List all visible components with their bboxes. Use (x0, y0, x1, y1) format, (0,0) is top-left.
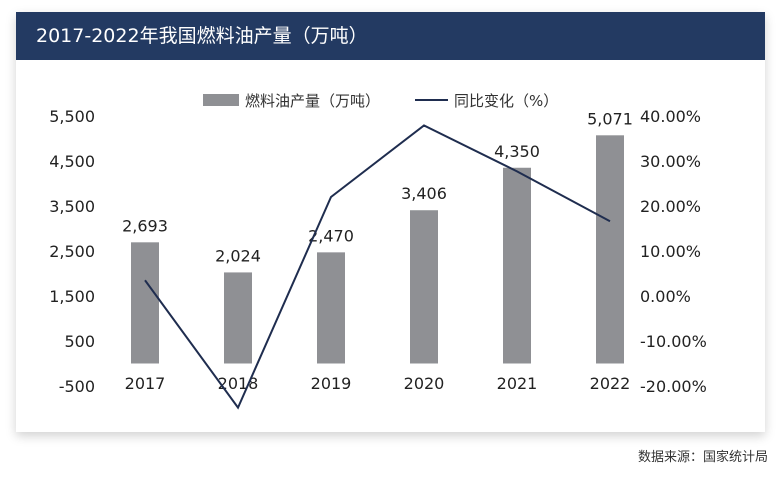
left-tick-label: 4,500 (49, 152, 95, 171)
x-tick-label: 2021 (497, 374, 538, 393)
right-tick-label: 40.00% (640, 107, 701, 126)
line-series (144, 124, 611, 410)
left-tick-label: 1,500 (49, 287, 95, 306)
left-tick-label: 2,500 (49, 242, 95, 261)
bar-value-label: 4,350 (494, 142, 540, 161)
right-tick-label: -10.00% (640, 332, 707, 351)
left-tick-label: 500 (64, 332, 95, 351)
bar-value-label: 2,693 (122, 216, 168, 235)
chart-title: 2017-2022年我国燃料油产量（万吨） (16, 12, 765, 60)
right-tick-label: 10.00% (640, 242, 701, 261)
right-tick-label: 30.00% (640, 152, 701, 171)
bar (224, 272, 252, 364)
bar (503, 167, 531, 364)
bar (131, 242, 159, 364)
bar-value-label: 2,470 (308, 226, 354, 245)
right-tick-label: 20.00% (640, 197, 701, 216)
bar-value-label: 2,024 (215, 246, 261, 265)
bar (596, 135, 624, 364)
legend-bar-swatch (203, 94, 239, 106)
x-tick-label: 2020 (404, 374, 445, 393)
bar-value-label: 3,406 (401, 184, 447, 203)
x-tick-label: 2018 (218, 374, 259, 393)
left-tick-label: 5,500 (49, 107, 95, 126)
legend-line-label: 同比变化（%） (454, 92, 558, 110)
x-tick-label: 2017 (125, 374, 166, 393)
bar (317, 252, 345, 364)
left-tick-label: 3,500 (49, 197, 95, 216)
legend-bar-label: 燃料油产量（万吨） (245, 92, 380, 110)
right-tick-label: -20.00% (640, 377, 707, 396)
x-tick-label: 2022 (590, 374, 631, 393)
left-tick-label: -500 (59, 377, 95, 396)
right-tick-label: 0.00% (640, 287, 691, 306)
source-note: 数据来源：国家统计局 (637, 450, 768, 465)
bar-value-label: 5,071 (587, 109, 633, 128)
x-tick-label: 2019 (311, 374, 352, 393)
bar (410, 210, 438, 364)
